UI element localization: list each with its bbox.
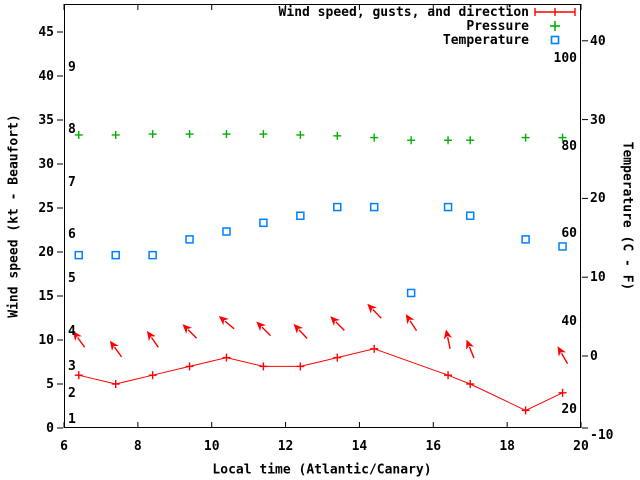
x-tick-label: 14 [351,439,368,454]
fahrenheit-scale-label: 60 [561,226,577,242]
x-tick-label: 6 [60,439,68,454]
y-tick-label: 30 [38,157,54,172]
x-axis-label: Local time (Atlantic/Canary) [212,462,432,478]
y-tick-label: 25 [38,201,54,216]
beaufort-scale-label: 4 [68,324,76,340]
y-axis-label: Wind speed (kt - Beaufort) [6,114,22,318]
legend-sample-square-icon [533,34,577,46]
legend-sample-plus-icon [533,20,577,32]
y-tick-label: 10 [38,333,54,348]
legend-label-wind: Wind speed, gusts, and direction [278,4,529,20]
x-tick-label: 18 [499,439,515,454]
y2-tick-label: 40 [590,33,606,49]
y-tick-label: 20 [38,245,54,260]
y-tick-label: 5 [46,377,54,392]
x-tick-label: 16 [425,439,442,454]
legend-entry-wind: Wind speed, gusts, and direction [0,4,577,20]
fahrenheit-scale-label: 20 [561,401,577,417]
legend: Wind speed, gusts, and direction Pressur… [0,4,577,48]
y2-tick-label: 10 [590,270,606,286]
fahrenheit-scale-label: 100 [553,51,577,67]
x-tick-label: 10 [203,439,220,454]
legend-sample-errorbar-icon [533,6,577,18]
beaufort-scale-label: 7 [68,174,76,190]
beaufort-scale-label: 5 [68,271,76,287]
legend-label-pressure: Pressure [466,18,529,34]
fahrenheit-scale-label: 40 [561,313,577,329]
y-tick-label: 45 [38,25,54,40]
y2-tick-label: -10 [590,427,614,443]
legend-label-temperature: Temperature [442,32,529,48]
beaufort-scale-label: 6 [68,227,76,243]
legend-entry-pressure: Pressure [0,18,577,34]
beaufort-scale-label: 8 [68,121,76,137]
y2-axis-label: Temperature (C - F) [619,141,635,291]
plot-area [64,4,581,428]
x-tick-label: 12 [277,439,294,454]
y2-tick-label: 20 [590,191,606,207]
beaufort-scale-label: 9 [68,60,76,76]
fahrenheit-scale-label: 80 [561,138,577,154]
x-tick-label: 8 [133,439,142,454]
y-tick-label: 35 [38,113,54,128]
beaufort-scale-label: 1 [68,412,76,428]
y2-tick-label: 30 [590,112,606,128]
y-tick-label: 40 [38,69,54,84]
y-tick-label: 0 [46,421,54,436]
beaufort-scale-label: 2 [68,385,76,401]
y-tick-label: 15 [38,289,54,304]
beaufort-scale-label: 3 [68,359,76,375]
y2-tick-label: 0 [590,349,598,364]
legend-entry-temperature: Temperature [0,32,577,48]
x-tick-label: 20 [573,439,589,454]
